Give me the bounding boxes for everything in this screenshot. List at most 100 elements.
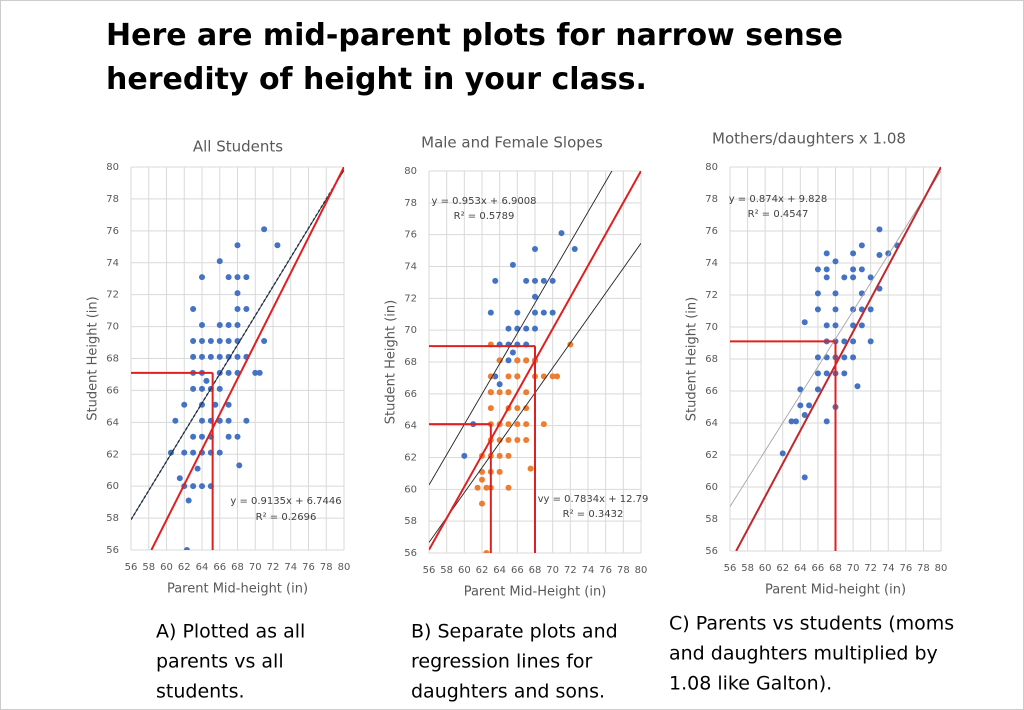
data-point — [841, 354, 848, 361]
data-point — [832, 258, 839, 265]
x-tick-label: 74 — [284, 562, 297, 573]
data-point — [854, 383, 861, 390]
trendline-r2: R² = 0.5789 — [454, 211, 515, 222]
data-point — [261, 337, 268, 344]
x-tick-label: 68 — [529, 565, 542, 576]
data-point — [867, 274, 874, 281]
y-tick-label: 64 — [404, 421, 417, 432]
data-point — [216, 337, 223, 344]
x-axis-label: Parent Mid-Height (in) — [464, 585, 607, 600]
data-point — [823, 274, 830, 281]
trendline-equation: y = 0.953x + 6.9008 — [432, 196, 537, 207]
data-point — [492, 373, 499, 380]
x-tick-label: 72 — [864, 563, 877, 574]
data-point — [514, 421, 521, 428]
y-tick-label: 72 — [705, 290, 718, 301]
x-tick-label: 80 — [935, 563, 948, 574]
data-point — [797, 386, 804, 393]
data-point — [823, 370, 830, 377]
data-point — [858, 242, 865, 249]
x-tick-label: 62 — [178, 562, 191, 573]
caption: parents vs all — [156, 651, 284, 673]
data-point — [505, 436, 512, 443]
y-tick-label: 68 — [705, 354, 718, 365]
data-point — [814, 354, 821, 361]
x-tick-label: 76 — [899, 563, 912, 574]
y-tick-label: 58 — [106, 513, 119, 524]
chart-title: All Students — [193, 138, 283, 156]
x-tick-label: 62 — [476, 565, 489, 576]
x-tick-label: 56 — [125, 562, 138, 573]
data-point — [514, 373, 521, 380]
data-point — [523, 357, 530, 364]
reference-line — [131, 169, 344, 520]
data-point — [487, 309, 494, 316]
x-tick-label: 74 — [882, 563, 895, 574]
data-point — [505, 421, 512, 428]
data-point — [823, 250, 830, 257]
trendline-r2: R² = 0.3432 — [563, 509, 624, 520]
trendline-r2: R² = 0.2696 — [256, 512, 317, 523]
data-point — [814, 306, 821, 313]
data-point — [876, 252, 883, 258]
x-tick-label: 78 — [617, 565, 630, 576]
data-point — [190, 306, 197, 313]
data-point — [779, 450, 786, 457]
y-tick-label: 58 — [404, 516, 417, 527]
data-point — [225, 433, 232, 440]
y-tick-label: 78 — [106, 194, 119, 205]
y-tick-label: 58 — [705, 514, 718, 525]
y-tick-label: 68 — [404, 357, 417, 368]
data-point — [199, 433, 205, 440]
data-point — [850, 354, 857, 361]
x-tick-label: 70 — [847, 563, 860, 574]
y-tick-label: 70 — [404, 325, 417, 336]
data-point — [505, 389, 512, 396]
data-point — [190, 385, 197, 392]
data-point — [841, 338, 848, 345]
data-point — [479, 500, 485, 507]
data-point — [234, 306, 241, 313]
data-point — [190, 449, 197, 456]
data-point — [199, 321, 205, 328]
data-point — [532, 325, 538, 332]
data-point — [532, 277, 538, 284]
x-tick-label: 64 — [794, 563, 807, 574]
data-point — [788, 418, 795, 425]
data-point — [234, 353, 241, 360]
data-point — [554, 373, 561, 380]
data-point — [461, 452, 468, 459]
y-tick-label: 60 — [705, 482, 718, 493]
data-point — [850, 338, 857, 345]
y-tick-label: 72 — [106, 290, 119, 301]
x-tick-label: 80 — [338, 562, 351, 573]
plot-area — [730, 167, 941, 551]
y-tick-label: 80 — [705, 162, 718, 173]
data-point — [797, 402, 804, 409]
data-point — [850, 250, 857, 257]
data-point — [523, 436, 530, 443]
chart-title: Mothers/daughters x 1.08 — [712, 130, 906, 148]
data-point — [505, 452, 512, 459]
data-point — [523, 405, 530, 412]
data-point — [216, 321, 223, 328]
data-point — [523, 421, 530, 428]
data-point — [532, 309, 538, 316]
x-tick-label: 60 — [458, 565, 471, 576]
data-point — [225, 417, 232, 424]
data-point — [832, 290, 839, 297]
data-point — [496, 436, 503, 443]
trendline-equation: vy = 0.7834x + 12.79 — [538, 494, 649, 505]
data-point — [514, 357, 521, 364]
y-tick-label: 62 — [705, 450, 718, 461]
data-point — [505, 373, 512, 380]
data-point — [814, 370, 821, 377]
caption: students. — [156, 681, 245, 703]
x-tick-label: 70 — [546, 565, 559, 576]
data-point — [212, 401, 219, 408]
data-point — [234, 433, 241, 440]
chart: Mothers/daughters x 1.08 56 58 60 62 64 66 68 70… — [685, 130, 948, 598]
y-tick-label: 66 — [705, 386, 718, 397]
data-point — [203, 377, 210, 384]
data-point — [514, 325, 521, 332]
